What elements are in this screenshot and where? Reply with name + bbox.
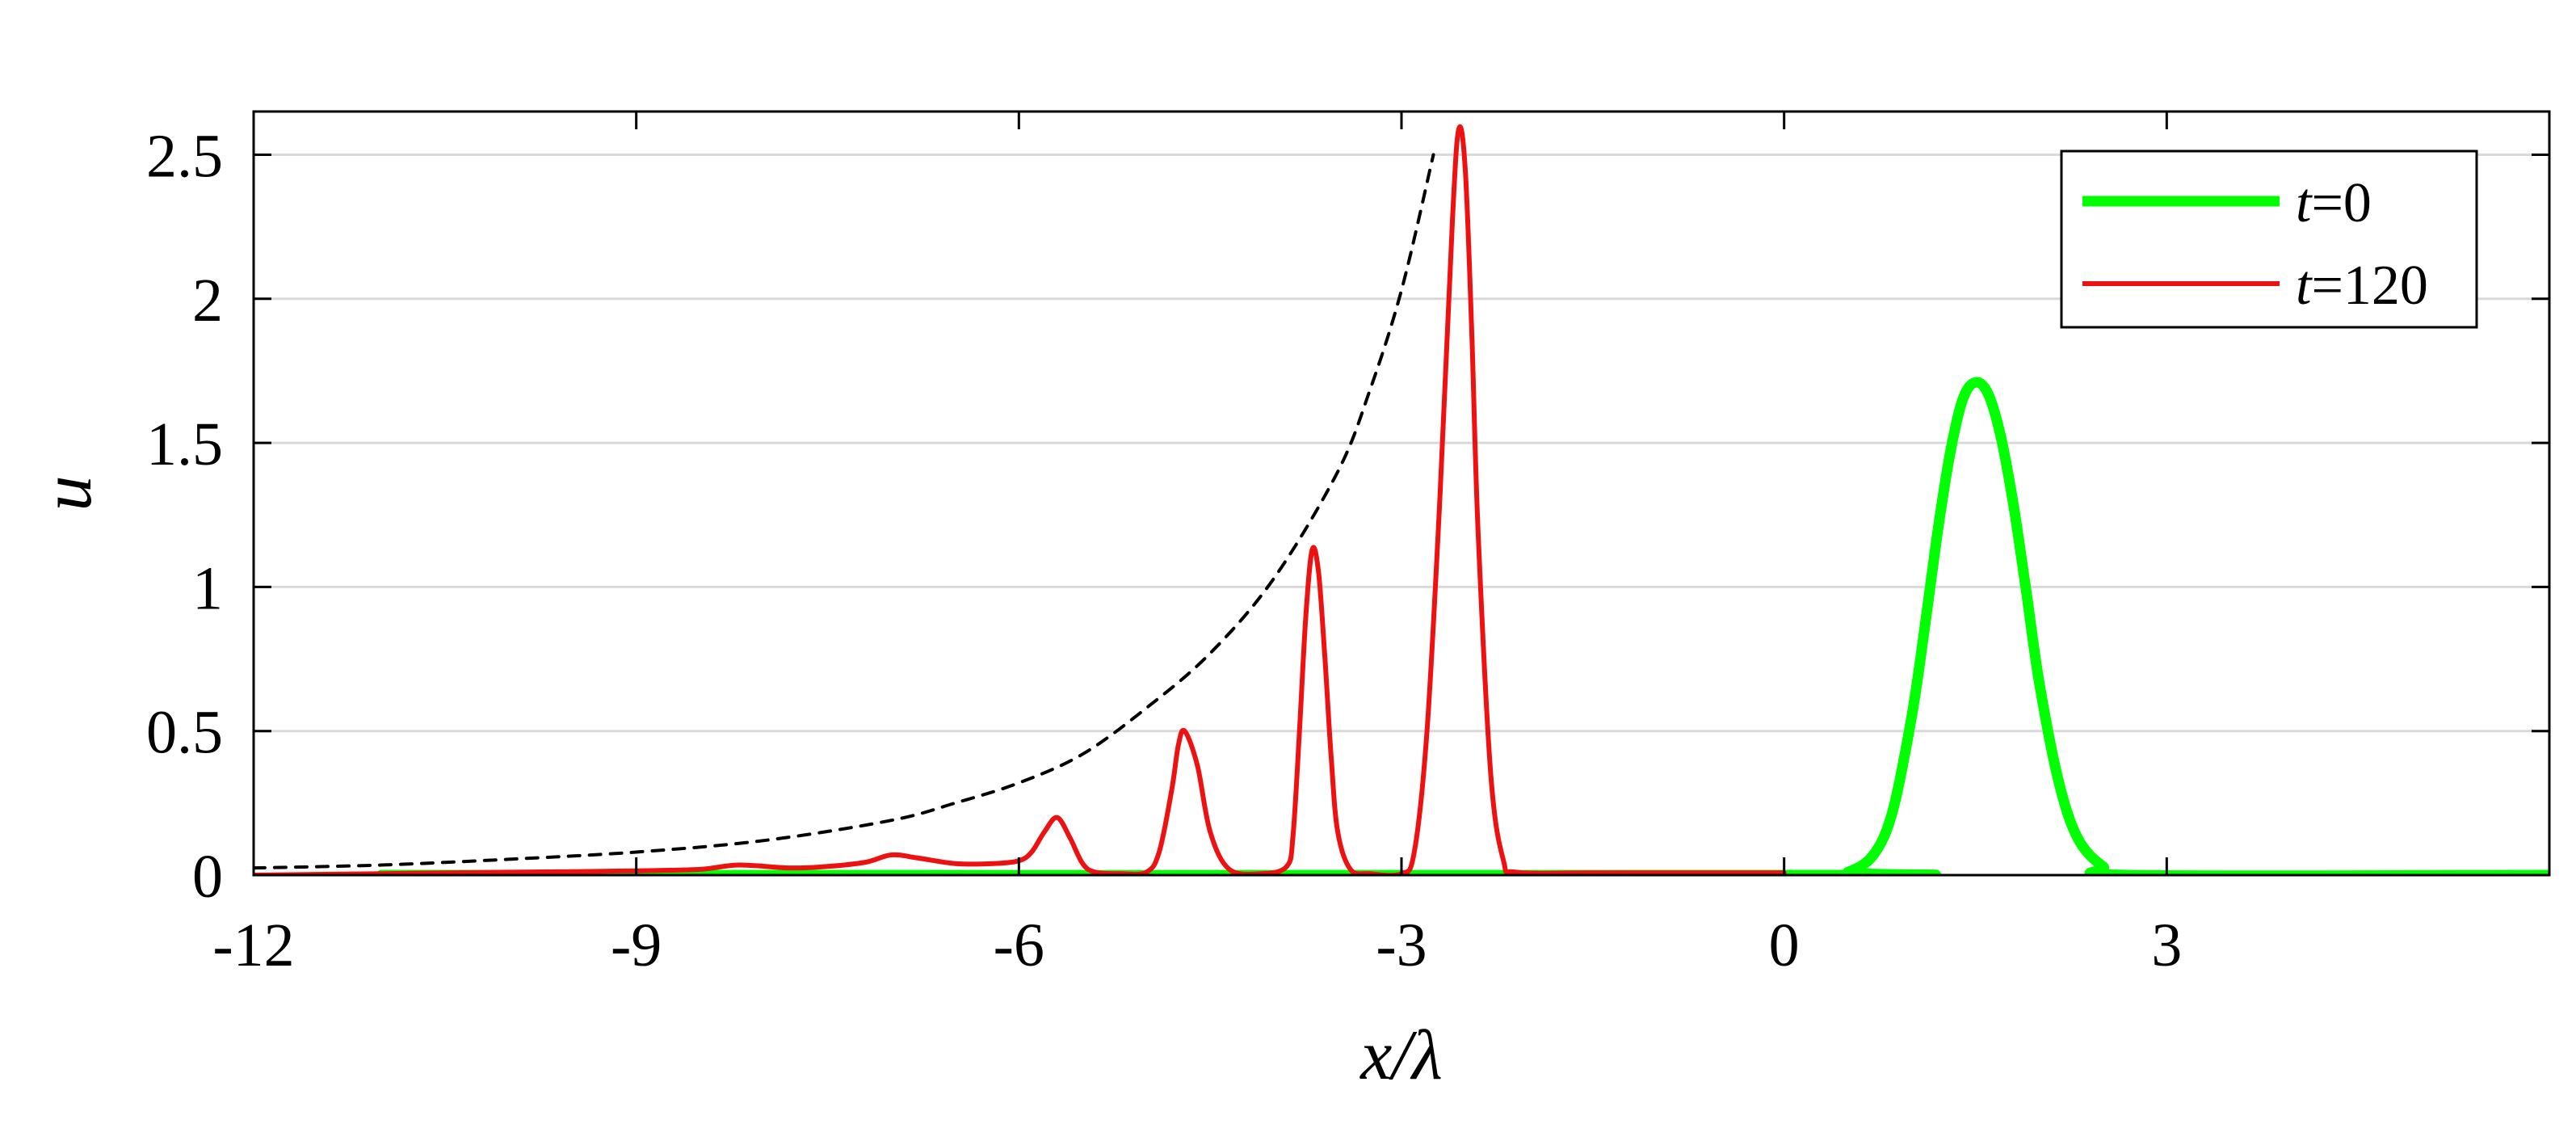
y-tick-label: 0 [192, 843, 223, 911]
legend-label-t0-value: =0 [2311, 172, 2371, 234]
x-axis-label: x/λ [1359, 1017, 1443, 1095]
series-t0 [376, 377, 2549, 875]
y-axis-label: u [28, 476, 107, 511]
x-tick-label: 0 [1769, 911, 1800, 979]
x-tick-label: -6 [994, 911, 1044, 979]
x-tick-label: -9 [611, 911, 662, 979]
series-envelope-dashed [254, 153, 1435, 870]
x-tick-label: -12 [212, 911, 294, 979]
legend-label-t120-var: t [2296, 255, 2313, 317]
y-tick-label: 2 [192, 267, 223, 335]
legend-label-t0: t=0 [2296, 172, 2372, 234]
tick-labels: -12 -9 -6 -3 0 3 0 0.5 1 1.5 2 2.5 [146, 122, 2182, 979]
y-tick-label: 0.5 [146, 699, 223, 767]
legend-label-t120-value: =120 [2311, 255, 2427, 317]
legend-label-t0-var: t [2296, 172, 2313, 234]
legend: t=0 t=120 [2060, 149, 2478, 329]
legend-label-t120: t=120 [2296, 255, 2428, 317]
series-t120 [254, 124, 1787, 875]
axis-ticks [252, 112, 2549, 877]
y-tick-label: 1 [192, 554, 223, 622]
x-tick-label: -3 [1376, 911, 1427, 979]
x-tick-label: 3 [2151, 911, 2182, 979]
y-tick-label: 1.5 [146, 410, 223, 478]
y-tick-label: 2.5 [146, 122, 223, 190]
legend-box [2060, 149, 2478, 329]
